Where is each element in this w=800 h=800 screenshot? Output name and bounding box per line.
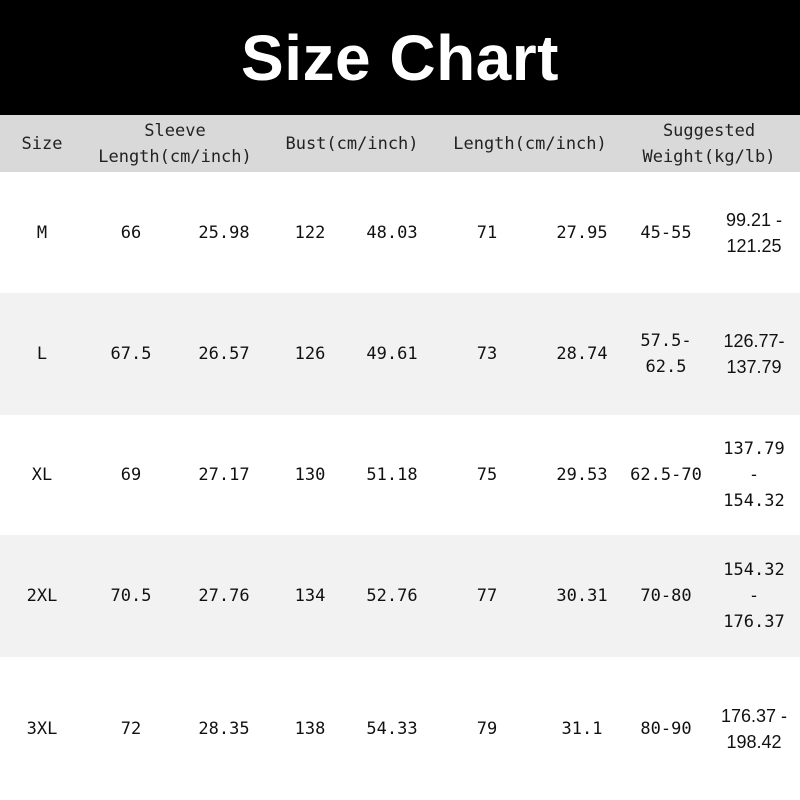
cell-sleeve-cm: 69 — [120, 465, 142, 485]
cell-bust-in: 51.18 — [366, 465, 418, 485]
table-row: XL 69 27.17 130 51.18 75 29.53 62.5-70 137.79 - … — [0, 415, 800, 535]
cell-bust-cm: 130 — [294, 465, 326, 485]
cell-weight-lb: 99.21 - 121.25 — [725, 209, 783, 256]
cell-sleeve-cm: 67.5 — [110, 344, 152, 364]
cell-length-cm: 71 — [476, 222, 498, 243]
cell-length-in: 27.95 — [556, 222, 608, 243]
cell-sleeve-cm: 66 — [120, 222, 142, 243]
cell-bust-in: 48.03 — [366, 222, 418, 243]
cell-size: 3XL — [26, 718, 58, 739]
table-row: L 67.5 26.57 126 49.61 73 28.74 57.5- 62.5 126.7… — [0, 293, 800, 415]
cell-sleeve-in: 28.35 — [198, 718, 250, 739]
cell-size: 2XL — [26, 586, 58, 606]
cell-length-in: 30.31 — [556, 586, 608, 606]
table-row: M 66 25.98 122 48.03 71 27.95 45-55 99.21 - 121.… — [0, 172, 800, 293]
table-row: 3XL 72 28.35 138 54.33 79 31.1 80-90 176.37 - 19… — [0, 657, 800, 800]
cell-weight-kg: 70-80 — [640, 586, 692, 606]
cell-sleeve-in: 27.17 — [198, 465, 250, 485]
cell-bust-cm: 126 — [294, 344, 326, 364]
header-bust: Bust(cm/inch) — [285, 133, 419, 154]
cell-weight-kg: 57.5- 62.5 — [640, 331, 692, 377]
cell-weight-lb: 137.79 - 154.32 — [723, 439, 785, 511]
cell-length-cm: 79 — [476, 718, 498, 739]
cell-bust-cm: 134 — [294, 586, 326, 606]
page-title: Size Chart — [241, 21, 559, 94]
cell-bust-in: 54.33 — [366, 718, 418, 739]
cell-length-in: 31.1 — [561, 718, 603, 739]
title-bar: Size Chart — [0, 0, 800, 115]
cell-length-in: 28.74 — [556, 344, 608, 364]
cell-size: M — [36, 222, 48, 243]
table-header: Size Sleeve Length(cm/inch) Bust(cm/inch… — [0, 115, 800, 172]
cell-length-cm: 75 — [476, 465, 498, 485]
cell-size: L — [36, 344, 48, 364]
cell-weight-kg: 80-90 — [640, 718, 692, 739]
cell-sleeve-in: 27.76 — [198, 586, 250, 606]
cell-sleeve-cm: 72 — [120, 718, 142, 739]
cell-sleeve-cm: 70.5 — [110, 586, 152, 606]
table-row: 2XL 70.5 27.76 134 52.76 77 30.31 70-80 154.32 -… — [0, 535, 800, 657]
cell-weight-kg: 62.5-70 — [630, 465, 702, 485]
cell-bust-in: 49.61 — [366, 344, 418, 364]
cell-weight-lb: 176.37 - 198.42 — [720, 705, 788, 752]
header-length: Length(cm/inch) — [453, 133, 607, 154]
cell-bust-in: 52.76 — [366, 586, 418, 606]
cell-weight-kg: 45-55 — [640, 222, 692, 243]
cell-length-cm: 73 — [476, 344, 498, 364]
cell-length-cm: 77 — [476, 586, 498, 606]
cell-length-in: 29.53 — [556, 465, 608, 485]
cell-weight-lb: 154.32 - 176.37 — [723, 560, 785, 632]
cell-size: XL — [31, 465, 53, 485]
header-sleeve-length: Sleeve Length(cm/inch) — [98, 120, 252, 167]
cell-sleeve-in: 26.57 — [198, 344, 250, 364]
header-size: Size — [21, 133, 63, 154]
cell-bust-cm: 122 — [294, 222, 326, 243]
header-suggested-weight: Suggested Weight(kg/lb) — [642, 120, 776, 167]
cell-weight-lb: 126.77- 137.79 — [723, 331, 785, 377]
cell-sleeve-in: 25.98 — [198, 222, 250, 243]
cell-bust-cm: 138 — [294, 718, 326, 739]
